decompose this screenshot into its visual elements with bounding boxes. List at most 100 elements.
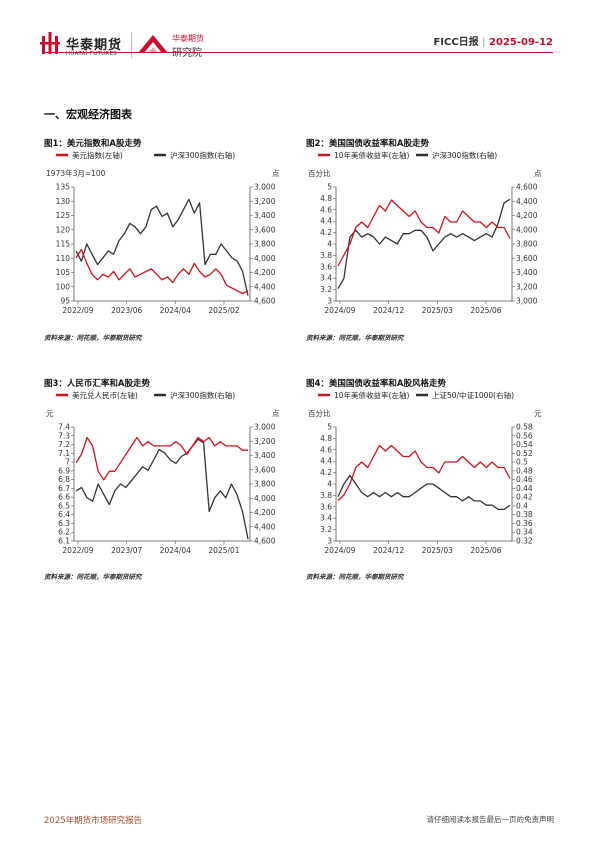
left-tick-label: 100 — [56, 282, 71, 291]
left-tick-label: 3.2 — [320, 525, 332, 534]
x-tick-label: 2024/04 — [160, 306, 191, 315]
left-tick-label: 6.3 — [58, 519, 70, 528]
x-tick-label: 2024/12 — [373, 546, 404, 555]
legend-label-1: 美元指数(左轴) — [72, 150, 123, 160]
left-tick-label: 7.4 — [58, 423, 70, 432]
right-tick-label: 0.5 — [516, 458, 528, 467]
right-tick-label: 3,000 — [516, 297, 538, 306]
right-tick-label: 4,400 — [516, 197, 538, 206]
left-tick-label: 4.6 — [320, 445, 332, 454]
left-axis-unit: 百分比 — [308, 168, 331, 178]
section-title: 一、宏观经济图表 — [44, 108, 132, 121]
left-tick-label: 5 — [327, 183, 332, 192]
footer-report-title: 2025年期货市场研究报告 — [44, 816, 143, 826]
x-tick-label: 2025/03 — [422, 546, 453, 555]
right-axis-unit: 点 — [534, 169, 542, 178]
institute-line2: 研究院 — [172, 48, 202, 59]
institute-logo-icon — [138, 35, 168, 53]
page-header: 华泰期货 HUATAI FUTURES 华泰期货 研究院 FICC日报 | 20… — [0, 0, 595, 70]
logo-divider — [131, 32, 132, 58]
left-tick-label: 3.8 — [320, 251, 332, 260]
series-line-2 — [337, 474, 511, 511]
right-tick-label: 3,600 — [254, 465, 276, 474]
x-tick-label: 2024/04 — [160, 546, 191, 555]
chart-4: 10年美债收益率(左轴) 上证50/中证1000(右轴) 百分比 元 5 4.8 4.6 4.… — [308, 390, 542, 555]
right-tick-label: 3,200 — [516, 282, 538, 291]
chart-2: 10年美债收益率(左轴) 沪深300指数(右轴) 百分比 点 5 4.8 4.6 4.4 4.2… — [308, 150, 542, 315]
right-axis-unit: 点 — [272, 409, 280, 418]
right-tick-label: 4,200 — [254, 508, 276, 517]
x-tick-label: 2025/06 — [470, 306, 501, 315]
left-tick-label: 3.8 — [320, 491, 332, 500]
left-tick-label: 4.6 — [320, 205, 332, 214]
x-tick-label: 2022/09 — [62, 306, 93, 315]
left-tick-label: 3.6 — [320, 502, 332, 511]
left-tick-label: 3.6 — [320, 262, 332, 271]
left-tick-label: 3 — [327, 537, 332, 546]
right-tick-label: 3,400 — [254, 211, 276, 220]
x-tick-label: 2023/06 — [111, 306, 142, 315]
series-line-2 — [75, 198, 249, 296]
figure-2-title: 图2：美国国债收益率和A股走势 — [306, 139, 429, 149]
left-tick-label: 120 — [56, 225, 71, 234]
legend-label-2: 沪深300指数(右轴) — [170, 390, 235, 400]
series-line-1 — [75, 248, 249, 295]
legend-label-2: 沪深300指数(右轴) — [432, 150, 497, 160]
left-tick-label: 105 — [56, 268, 71, 277]
right-tick-label: 0.32 — [516, 537, 533, 546]
report-name: FICC日报 — [433, 37, 479, 48]
right-tick-label: 3,400 — [516, 268, 538, 277]
right-tick-label: 0.44 — [516, 484, 533, 493]
right-tick-label: 0.56 — [516, 431, 533, 440]
legend-label-2: 上证50/中证1000(右轴) — [432, 390, 514, 400]
left-tick-label: 4.2 — [320, 468, 332, 477]
right-tick-label: 4,600 — [254, 537, 276, 546]
series-line-1 — [75, 436, 248, 481]
left-tick-label: 6.4 — [58, 510, 70, 519]
right-tick-label: 4,000 — [516, 225, 538, 234]
x-tick-label: 2025/02 — [208, 306, 239, 315]
right-tick-label: 3,000 — [254, 423, 276, 432]
header-rule — [42, 52, 553, 53]
huatai-logo-icon — [40, 32, 60, 54]
left-tick-label: 3 — [327, 297, 332, 306]
left-tick-label: 7.2 — [58, 440, 70, 449]
left-tick-label: 3.2 — [320, 285, 332, 294]
left-tick-label: 110 — [56, 254, 71, 263]
left-tick-label: 135 — [56, 183, 71, 192]
figure-1-source: 资料来源：同花顺，华泰期货研究 — [44, 334, 142, 342]
figure-4-source: 资料来源：同花顺，华泰期货研究 — [306, 573, 404, 581]
right-tick-label: 4,000 — [254, 254, 276, 263]
left-tick-label: 95 — [60, 297, 70, 306]
legend-label-1: 10年美债收益率(左轴) — [334, 390, 409, 400]
right-tick-label: 4,200 — [254, 268, 276, 277]
right-tick-label: 3,200 — [254, 197, 276, 206]
left-tick-label: 7.1 — [58, 449, 70, 458]
legend-label-1: 10年美债收益率(左轴) — [334, 150, 409, 160]
left-tick-label: 4.4 — [320, 457, 332, 466]
x-tick-label: 2022/09 — [62, 546, 93, 555]
left-tick-label: 4 — [327, 240, 332, 249]
footer-disclaimer: 请仔细阅读本报告最后一页的免责声明 — [426, 815, 555, 824]
right-tick-label: 3,000 — [254, 183, 276, 192]
huatai-logo: 华泰期货 HUATAI FUTURES — [40, 30, 130, 62]
left-tick-label: 125 — [56, 211, 71, 220]
report-meta: FICC日报 | 2025-09-12 — [433, 33, 553, 48]
right-tick-label: 4,600 — [516, 183, 538, 192]
right-tick-label: 0.48 — [516, 466, 533, 475]
figure-3-title: 图3：人民币汇率和A股走势 — [44, 379, 150, 389]
right-tick-label: 0.52 — [516, 449, 533, 458]
left-tick-label: 6.5 — [58, 501, 70, 510]
left-axis-unit: 百分比 — [308, 408, 331, 418]
right-axis-unit: 点 — [272, 169, 280, 178]
right-tick-label: 0.54 — [516, 440, 533, 449]
x-tick-label: 2024/09 — [324, 546, 355, 555]
left-tick-label: 4.8 — [320, 434, 332, 443]
series-line-2 — [337, 198, 511, 290]
left-tick-label: 115 — [56, 240, 71, 249]
right-axis-unit: 元 — [534, 409, 542, 418]
right-tick-label: 4,200 — [516, 211, 538, 220]
left-tick-label: 6.1 — [58, 537, 70, 546]
left-tick-label: 7.3 — [58, 431, 70, 440]
institute-logo: 华泰期货 研究院 — [138, 30, 228, 62]
